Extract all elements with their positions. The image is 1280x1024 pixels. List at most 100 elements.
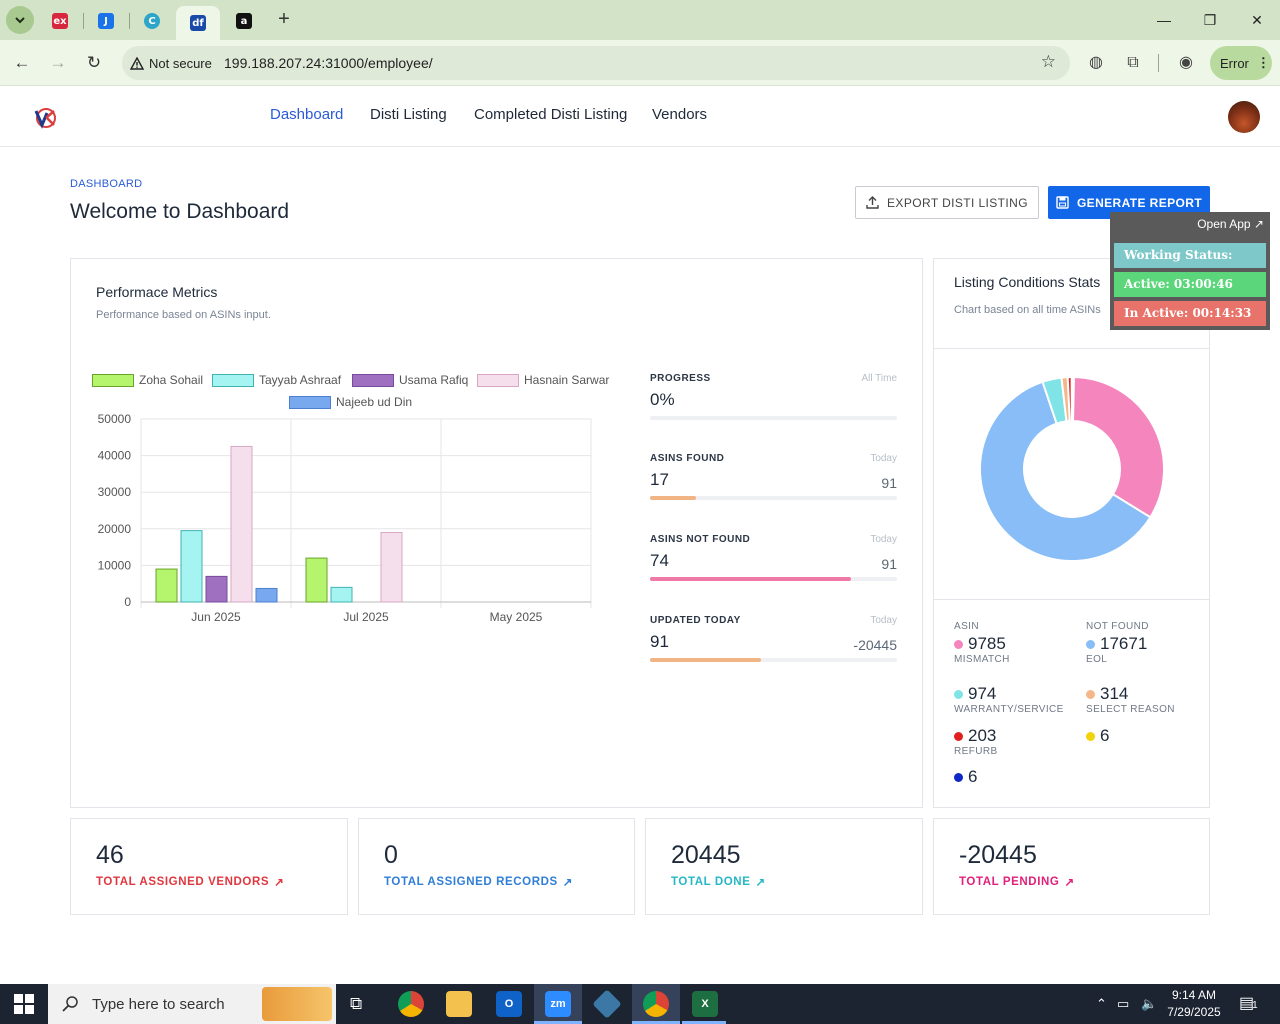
donut-slice[interactable] (979, 380, 1152, 562)
extensions-icon[interactable]: ⧉ (1127, 54, 1139, 71)
working-status-row: Working Status: Active (1114, 243, 1266, 287)
notification-count: 1 (1252, 1000, 1258, 1011)
performance-subtitle: Performance based on ASINs input. (96, 309, 271, 321)
active-time-row: Active: 03:00:46 (1114, 272, 1266, 297)
tab-divider (83, 13, 84, 29)
summary-card-records[interactable]: 0 TOTAL ASSIGNED RECORDS ↗ (358, 818, 635, 915)
app-logo[interactable] (33, 104, 59, 130)
summary-card-vendors[interactable]: 46 TOTAL ASSIGNED VENDORS ↗ (70, 818, 348, 915)
listing-conditions-card: Listing Conditions Stats Chart based on … (933, 258, 1210, 808)
legend-swatch (352, 373, 394, 387)
url-text[interactable]: 199.188.207.24:31000/employee/ (224, 55, 433, 71)
restore-button[interactable]: ❐ (1203, 12, 1217, 28)
bar (230, 445, 253, 603)
translate-icon[interactable]: ◍ (1089, 54, 1103, 71)
summary-card-done[interactable]: 20445 TOTAL DONE ↗ (645, 818, 923, 915)
progress-metric: PROGRESS All Time 0% (650, 373, 897, 420)
outlook-taskbar-icon[interactable]: O (496, 991, 522, 1017)
summary-link[interactable]: TOTAL PENDING ↗ (959, 875, 1075, 889)
breadcrumb: DASHBOARD (70, 178, 143, 190)
chrome-taskbar-icon[interactable] (398, 991, 424, 1017)
stat-value: 314 (1100, 684, 1129, 703)
summary-link[interactable]: TOTAL DONE ↗ (671, 875, 766, 889)
divider (934, 348, 1209, 349)
generate-label: GENERATE REPORT (1076, 195, 1203, 210)
stat-sublabel: MISMATCH (954, 654, 1010, 665)
legend-item[interactable]: Zoha Sohail (92, 373, 203, 387)
profile-icon[interactable]: ◉ (1179, 54, 1193, 71)
stat-value: 9785 (968, 634, 1006, 653)
stat-label: NOT FOUND (1086, 621, 1149, 632)
new-tab-button[interactable]: + (278, 8, 290, 30)
chrome-profile-taskbar-icon[interactable] (643, 991, 669, 1017)
show-hidden-icons-icon[interactable]: ⌃ (1096, 996, 1107, 1011)
file-explorer-taskbar-icon[interactable] (446, 991, 472, 1017)
legend-dot (954, 731, 963, 741)
tiger-search-highlight-icon (262, 987, 332, 1021)
stat-sublabel: REFURB (954, 746, 998, 757)
taskbar-clock[interactable]: 9:14 AM 7/29/2025 (1160, 987, 1228, 1021)
summary-card-pending[interactable]: -20445 TOTAL PENDING ↗ (933, 818, 1210, 915)
bookmark-star-icon[interactable]: ☆ (1040, 52, 1056, 71)
search-icon (62, 996, 78, 1012)
notification-icon[interactable]: ▤1 (1239, 995, 1258, 1012)
tab-amazon[interactable]: a (222, 6, 266, 36)
tab-search-chevron-icon[interactable] (6, 6, 34, 34)
nav-dashboard[interactable]: Dashboard (270, 106, 344, 123)
excel-taskbar-icon[interactable]: X (692, 991, 718, 1017)
running-indicator (534, 1021, 582, 1024)
updated-today-metric: UPDATED TODAY Today 91 -20445 (650, 615, 897, 662)
reload-button[interactable]: ↻ (86, 53, 102, 72)
network-icon[interactable]: ▭ (1117, 996, 1130, 1011)
forward-button[interactable]: → (49, 53, 67, 72)
asins-found-metric: ASINS FOUND Today 17 91 (650, 453, 897, 500)
error-menu-button[interactable]: Error ⋮ (1210, 46, 1272, 80)
user-avatar[interactable] (1228, 101, 1260, 133)
close-window-button[interactable]: ✕ (1251, 12, 1263, 28)
legend-item[interactable]: Najeeb ud Din (289, 395, 412, 409)
legend-swatch (92, 373, 134, 387)
tab-j[interactable]: J (84, 6, 128, 36)
x-tick-label: Jun 2025 (191, 610, 241, 624)
app-diamond-taskbar-icon[interactable] (592, 989, 622, 1019)
address-bar[interactable]: Not secure 199.188.207.24:31000/employee… (122, 46, 1070, 80)
save-icon (1056, 196, 1069, 209)
asins-not-found-label: ASINS NOT FOUND (650, 534, 751, 545)
progress-tag: All Time (861, 373, 897, 384)
open-app-link[interactable]: Open App ↗ (1197, 217, 1264, 231)
donut-slice[interactable] (1071, 375, 1165, 519)
asins-found-value: 17 (650, 470, 669, 489)
nav-vendors[interactable]: Vendors (652, 106, 708, 123)
donut-slice[interactable] (1071, 375, 1075, 423)
zoom-taskbar-icon[interactable]: zm (545, 991, 571, 1017)
nav-completed-disti-listing[interactable]: Completed Disti Listing (474, 106, 628, 123)
tab-c[interactable]: C (130, 6, 174, 36)
back-button[interactable]: ← (13, 53, 31, 72)
export-disti-listing-button[interactable]: EXPORT DISTI LISTING (855, 186, 1039, 219)
divider (934, 599, 1209, 600)
summary-link[interactable]: TOTAL ASSIGNED VENDORS ↗ (96, 875, 284, 889)
windows-start-icon[interactable] (14, 994, 34, 1014)
legend-label: Usama Rafiq (399, 373, 469, 387)
stat-not-found: NOT FOUND 17671 EOL (1086, 621, 1149, 665)
legend-item[interactable]: Hasnain Sarwar (477, 373, 609, 387)
stat-label: ASIN (954, 621, 979, 632)
tab-ex[interactable]: ex (38, 6, 82, 36)
site-info-chip[interactable]: Not secure (130, 53, 212, 73)
summary-link[interactable]: TOTAL ASSIGNED RECORDS ↗ (384, 875, 573, 889)
legend-item[interactable]: Tayyab Ashraaf (212, 373, 341, 387)
minimize-button[interactable]: — (1157, 12, 1171, 28)
tab-df-active[interactable]: df (176, 6, 220, 40)
more-vert-icon: ⋮ (1256, 55, 1270, 70)
nav-disti-listing[interactable]: Disti Listing (370, 106, 447, 123)
task-view-icon[interactable]: ⧉ (350, 994, 363, 1013)
external-link-icon: ↗ (274, 877, 285, 889)
volume-icon[interactable]: 🔈 (1141, 996, 1158, 1011)
asins-found-tag: Today (870, 453, 897, 464)
asins-found-label: ASINS FOUND (650, 453, 725, 464)
warning-icon (130, 56, 144, 70)
search-placeholder: Type here to search (92, 995, 225, 1013)
legend-item[interactable]: Usama Rafiq (352, 373, 468, 387)
updated-today-label: UPDATED TODAY (650, 615, 741, 626)
taskbar-search[interactable]: Type here to search (48, 984, 336, 1024)
